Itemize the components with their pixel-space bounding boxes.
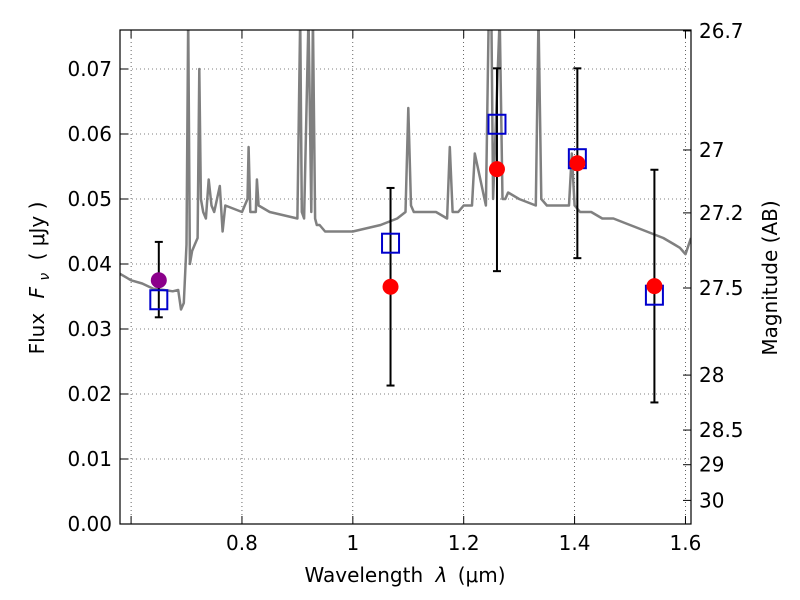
y2-axis-label: Magnitude (AB) — [758, 200, 782, 355]
model-photometry-square — [487, 113, 507, 135]
x-tick-label: 0.8 — [226, 531, 258, 555]
y-tick-label: 0.04 — [67, 252, 112, 276]
y-axis-label-unit: ( μJy ) — [25, 202, 49, 261]
x-tick-label: 1.6 — [670, 531, 702, 555]
observed-flux-point — [488, 161, 505, 178]
model-photometry-square — [381, 232, 401, 254]
y-axis-label-subscript: ν — [37, 273, 53, 281]
y-tick-label: 0.02 — [67, 382, 112, 406]
y2-tick-label: 30 — [699, 488, 724, 512]
y-tick-label: 0.05 — [67, 187, 112, 211]
y-tick-label: 0.07 — [67, 57, 112, 81]
y-tick-label: 0.01 — [67, 447, 112, 471]
x-axis-label-text: Wavelength — [304, 563, 423, 587]
y-axis-label: Flux F ν ( μJy ) — [25, 202, 54, 355]
y2-tick-label: 29 — [699, 453, 724, 477]
observed-flux-point — [569, 155, 586, 172]
y2-tick-label: 26.7 — [699, 19, 744, 43]
ticks-layer: 0.8 1 1.2 1.4 1.6 0.00 0.01 0.02 0.03 0.04 0.05 0.0… — [67, 19, 743, 555]
model-spectrum-layer — [120, 30, 691, 311]
grid — [120, 30, 691, 524]
y-tick-label: 0.00 — [67, 512, 112, 536]
x-tick-label: 1.4 — [559, 531, 591, 555]
y-tick-label: 0.06 — [67, 122, 112, 146]
plot-frame — [119, 29, 692, 525]
y-tick-label: 0.03 — [67, 317, 112, 341]
y2-tick-label: 28 — [699, 363, 724, 387]
observed-flux-point — [150, 272, 167, 289]
model-spectrum-line — [120, 30, 691, 311]
x-tick-label: 1.2 — [448, 531, 480, 555]
y-axis-label-symbol: F — [25, 286, 49, 298]
observed-flux-point — [646, 278, 663, 295]
y2-tick-label: 27 — [699, 138, 724, 162]
y2-tick-label: 27.5 — [699, 276, 744, 300]
y2-tick-label: 27.2 — [699, 201, 744, 225]
observed-flux-point — [382, 278, 399, 295]
x-axis-label: Wavelength λ (μm) — [304, 563, 505, 587]
y2-tick-label: 28.5 — [699, 418, 744, 442]
data-marks-layer — [149, 67, 664, 404]
x-axis-label-symbol: λ — [435, 563, 448, 587]
y-axis-label-text: Flux — [25, 313, 49, 355]
x-axis-label-unit: (μm) — [458, 563, 506, 587]
model-photometry-square — [149, 289, 169, 311]
x-tick-label: 1 — [346, 531, 359, 555]
